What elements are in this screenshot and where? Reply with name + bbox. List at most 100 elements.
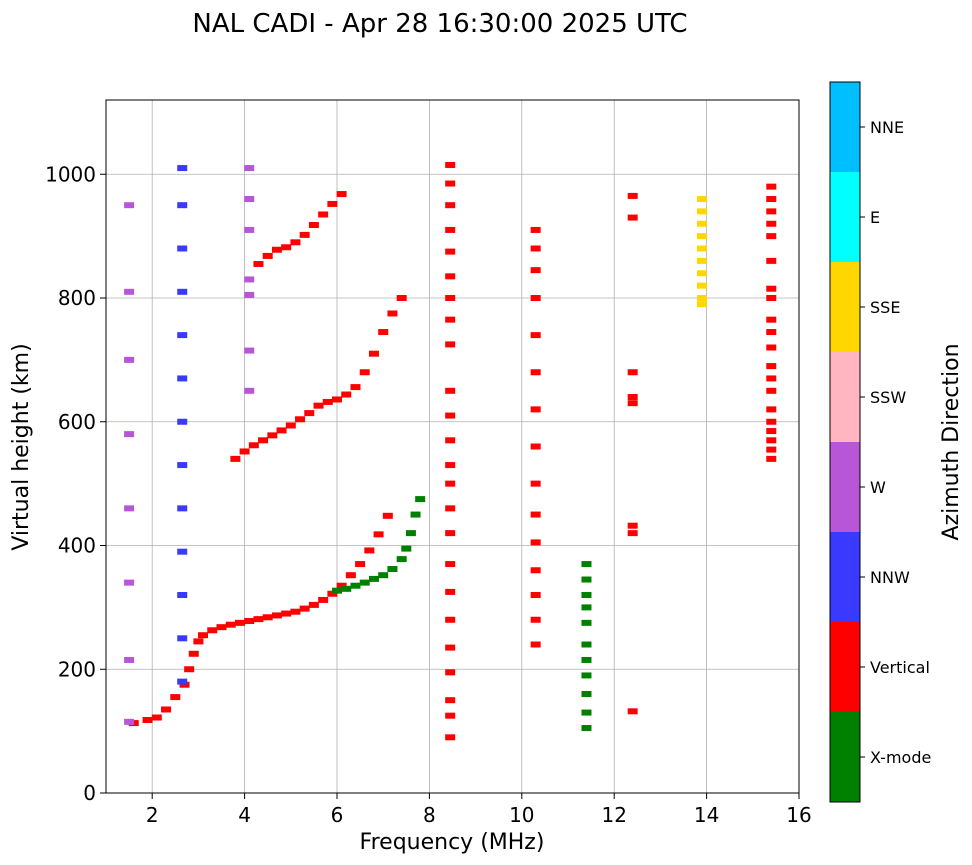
- data-point: [530, 641, 541, 648]
- data-point: [262, 614, 273, 621]
- data-point: [364, 547, 375, 554]
- data-point: [336, 191, 347, 198]
- data-point: [350, 582, 361, 589]
- data-point: [124, 202, 135, 209]
- data-point: [445, 202, 456, 209]
- x-tick-label: 2: [146, 803, 159, 827]
- data-point: [355, 561, 366, 568]
- data-point: [177, 462, 188, 469]
- data-point: [239, 448, 250, 455]
- data-point: [766, 437, 777, 444]
- data-point: [627, 192, 638, 199]
- data-point: [378, 572, 389, 579]
- y-tick-label: 400: [58, 534, 96, 558]
- data-point: [766, 257, 777, 264]
- data-point: [350, 384, 361, 391]
- y-tick-label: 0: [83, 781, 96, 805]
- data-point: [627, 400, 638, 407]
- data-point: [581, 709, 592, 716]
- plot-border: [105, 99, 800, 794]
- data-point: [410, 511, 421, 518]
- data-point: [332, 587, 342, 594]
- y-axis-ticks: 0 200 400 600 800 1000: [45, 162, 106, 805]
- x-tick-label: 10: [509, 803, 534, 827]
- x-tick-label: 16: [786, 803, 811, 827]
- data-point: [766, 418, 777, 425]
- data-point: [696, 295, 707, 301]
- data-point: [530, 443, 541, 450]
- data-point: [445, 412, 456, 419]
- data-point: [445, 697, 456, 704]
- x-tick-label: 12: [601, 803, 626, 827]
- colorbar-swatch: [830, 172, 860, 262]
- data-point: [627, 369, 638, 376]
- data-point: [267, 432, 278, 439]
- data-point: [177, 245, 188, 252]
- data-point: [766, 406, 777, 413]
- data-point: [290, 608, 301, 615]
- data-point: [445, 669, 456, 676]
- colorbar-swatch: [830, 622, 860, 712]
- data-point: [387, 566, 398, 573]
- data-point: [345, 572, 356, 579]
- data-point: [124, 356, 135, 363]
- plot-background: [106, 100, 799, 793]
- data-point: [445, 226, 456, 233]
- y-tick-label: 600: [58, 410, 96, 434]
- data-point: [530, 592, 541, 598]
- data-point: [445, 588, 456, 595]
- data-point: [445, 480, 456, 487]
- data-point: [177, 678, 188, 685]
- data-point: [177, 635, 188, 642]
- data-point: [318, 596, 329, 603]
- data-point: [253, 260, 264, 267]
- data-point: [445, 734, 456, 741]
- data-point: [530, 616, 541, 623]
- colorbar-label: W: [870, 478, 886, 497]
- data-point: [230, 455, 241, 462]
- data-point: [177, 288, 188, 295]
- colorbar-border: [829, 81, 861, 803]
- data-point: [179, 681, 190, 688]
- data-point: [248, 442, 259, 449]
- data-point: [445, 505, 456, 512]
- data-point: [177, 505, 188, 512]
- data-point: [318, 211, 329, 218]
- data-point: [766, 196, 777, 202]
- data-point: [696, 257, 707, 264]
- data-point: [332, 396, 342, 403]
- data-point: [253, 616, 264, 623]
- data-point: [530, 567, 541, 574]
- data-point: [581, 576, 592, 583]
- data-point: [193, 638, 204, 645]
- data-point: [766, 295, 777, 301]
- data-point: [327, 200, 338, 207]
- data-point: [177, 202, 188, 209]
- data-point: [581, 604, 592, 611]
- data-point: [244, 387, 255, 394]
- x-tick-label: 14: [694, 803, 719, 827]
- data-point: [581, 641, 592, 648]
- data-point: [244, 347, 255, 354]
- data-point: [124, 656, 135, 663]
- data-point: [290, 239, 301, 246]
- data-point: [271, 246, 282, 253]
- data-point: [124, 288, 135, 295]
- colorbar-swatch: [830, 352, 860, 442]
- data-point: [177, 418, 188, 425]
- data-point: [124, 505, 135, 512]
- data-point: [177, 548, 188, 555]
- data-point: [373, 531, 384, 538]
- data-point: [327, 590, 338, 597]
- data-point: [445, 561, 456, 568]
- colorbar-swatch: [830, 442, 860, 532]
- data-point: [244, 617, 255, 624]
- data-point: [258, 437, 269, 444]
- y-axis-label: Virtual height (km): [9, 343, 34, 550]
- colorbar-label: X-mode: [870, 748, 931, 767]
- data-point: [382, 512, 393, 519]
- data-point: [581, 561, 592, 568]
- data-point: [295, 416, 306, 423]
- data-point: [530, 245, 541, 252]
